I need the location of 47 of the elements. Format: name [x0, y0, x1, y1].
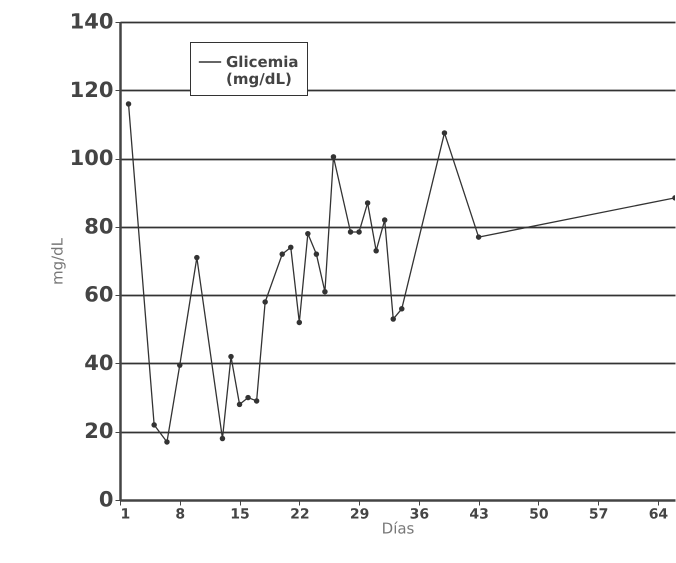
point: [236, 402, 242, 408]
y-tick-label: 140: [70, 10, 114, 34]
x-tick-label: 64: [648, 506, 668, 522]
point: [364, 200, 370, 206]
point: [442, 130, 448, 136]
point: [126, 101, 132, 107]
point: [228, 354, 234, 360]
x-tick-label: 36: [410, 506, 430, 522]
point: [220, 436, 226, 442]
y-tick-label: 0: [98, 488, 114, 512]
y-tick-label: 120: [70, 78, 114, 102]
point: [151, 422, 157, 428]
point: [245, 394, 251, 400]
point: [305, 230, 311, 236]
point: [177, 362, 183, 368]
y-tick-label: 60: [84, 282, 114, 307]
point: [288, 244, 294, 250]
y-tick-label: 80: [84, 214, 114, 238]
x-tick-label: 1: [120, 506, 130, 522]
y-tick-label: 100: [70, 146, 114, 170]
point: [314, 251, 320, 257]
point: [262, 299, 268, 305]
point: [373, 248, 379, 254]
y-axis-title: mg/dL: [48, 237, 67, 286]
x-tick-label: 15: [230, 506, 250, 522]
x-axis-title: Días: [382, 520, 415, 538]
point: [356, 229, 362, 235]
point: [382, 217, 388, 223]
x-tick-label: 29: [350, 506, 370, 522]
point: [399, 306, 405, 312]
point: [390, 316, 396, 322]
point: [194, 254, 200, 260]
point: [279, 251, 285, 257]
x-tick-label: 57: [588, 506, 608, 522]
y-tick-label: 20: [84, 419, 114, 444]
point: [296, 320, 302, 326]
point: [322, 288, 328, 294]
x-tick-label: 43: [469, 506, 489, 522]
y-tick-label: 40: [84, 350, 114, 375]
x-tick-label: 50: [529, 506, 549, 522]
x-tick-label: 22: [290, 506, 310, 522]
point: [348, 229, 354, 235]
point: [254, 398, 260, 404]
x-tick-label: 8: [175, 506, 186, 522]
point: [476, 234, 482, 240]
point: [164, 439, 170, 445]
legend-label: Glicemia (mg/dL): [226, 53, 299, 88]
